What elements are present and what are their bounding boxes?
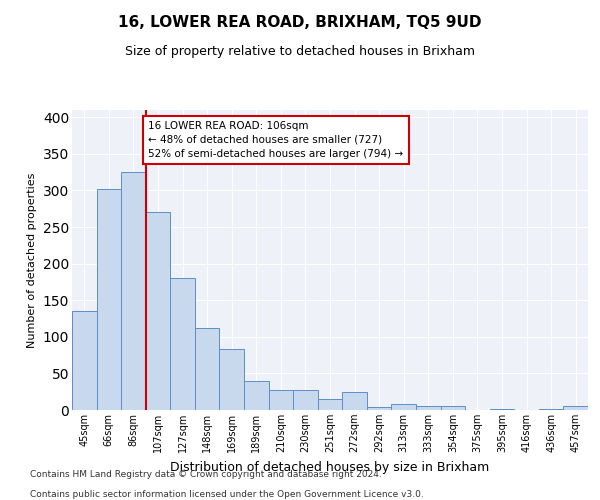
Bar bbox=[490, 408, 514, 410]
Bar bbox=[342, 392, 367, 410]
Bar bbox=[563, 406, 588, 410]
Bar bbox=[391, 404, 416, 410]
X-axis label: Distribution of detached houses by size in Brixham: Distribution of detached houses by size … bbox=[170, 460, 490, 473]
Bar bbox=[170, 278, 195, 410]
Text: 16 LOWER REA ROAD: 106sqm
← 48% of detached houses are smaller (727)
52% of semi: 16 LOWER REA ROAD: 106sqm ← 48% of detac… bbox=[148, 121, 403, 159]
Text: Contains HM Land Registry data © Crown copyright and database right 2024.: Contains HM Land Registry data © Crown c… bbox=[30, 470, 382, 479]
Y-axis label: Number of detached properties: Number of detached properties bbox=[27, 172, 37, 348]
Bar bbox=[195, 328, 220, 410]
Bar bbox=[440, 406, 465, 410]
Text: Contains public sector information licensed under the Open Government Licence v3: Contains public sector information licen… bbox=[30, 490, 424, 499]
Bar bbox=[416, 406, 440, 410]
Bar bbox=[318, 399, 342, 410]
Bar bbox=[269, 390, 293, 410]
Bar bbox=[121, 172, 146, 410]
Text: 16, LOWER REA ROAD, BRIXHAM, TQ5 9UD: 16, LOWER REA ROAD, BRIXHAM, TQ5 9UD bbox=[118, 15, 482, 30]
Bar bbox=[244, 382, 269, 410]
Bar bbox=[539, 408, 563, 410]
Bar bbox=[97, 189, 121, 410]
Bar bbox=[293, 390, 318, 410]
Bar bbox=[220, 348, 244, 410]
Bar bbox=[367, 407, 391, 410]
Text: Size of property relative to detached houses in Brixham: Size of property relative to detached ho… bbox=[125, 45, 475, 58]
Bar bbox=[72, 311, 97, 410]
Bar bbox=[146, 212, 170, 410]
